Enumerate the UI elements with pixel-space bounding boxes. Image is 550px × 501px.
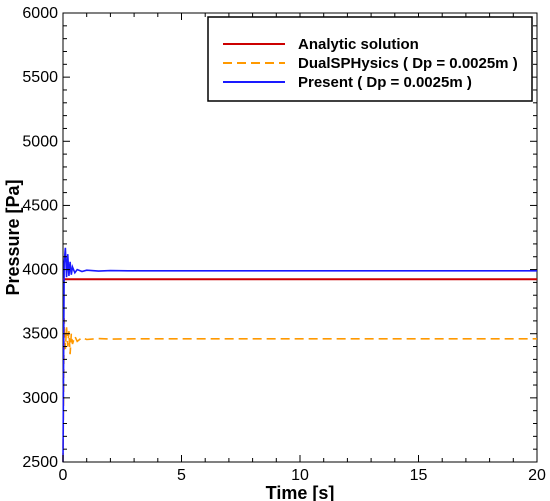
series-line-2 bbox=[62, 247, 537, 463]
y-axis-title: Pressure [Pa] bbox=[3, 179, 23, 295]
x-tick-label: 5 bbox=[177, 467, 186, 484]
x-tick-label: 20 bbox=[528, 467, 546, 484]
y-tick-label: 2500 bbox=[22, 454, 58, 471]
y-tick-label: 5500 bbox=[22, 69, 58, 86]
x-tick-label: 0 bbox=[59, 467, 68, 484]
series-layer bbox=[62, 247, 537, 463]
y-tick-label: 4500 bbox=[22, 197, 58, 214]
legend: Analytic solution DualSPHysics ( Dp = 0.… bbox=[207, 16, 533, 102]
x-tick-label: 10 bbox=[291, 467, 309, 484]
tick-layer: 0 5 10 15 20 2500 3000 3500 4000 4500 5000 5500 6000 bbox=[22, 5, 546, 484]
x-axis-title: Time [s] bbox=[266, 483, 335, 501]
legend-label-dualsphysics: DualSPHysics ( Dp = 0.0025m ) bbox=[298, 55, 518, 72]
y-tick-label: 3500 bbox=[22, 326, 58, 343]
legend-box bbox=[207, 16, 533, 102]
y-tick-label: 3000 bbox=[22, 390, 58, 407]
legend-label-analytic: Analytic solution bbox=[298, 36, 419, 53]
y-tick-label: 4000 bbox=[22, 262, 58, 279]
series-line-1 bbox=[62, 318, 537, 463]
x-tick-label: 15 bbox=[410, 467, 428, 484]
y-tick-label: 6000 bbox=[22, 5, 58, 22]
legend-label-present: Present ( Dp = 0.0025m ) bbox=[298, 74, 472, 91]
y-tick-label: 5000 bbox=[22, 133, 58, 150]
